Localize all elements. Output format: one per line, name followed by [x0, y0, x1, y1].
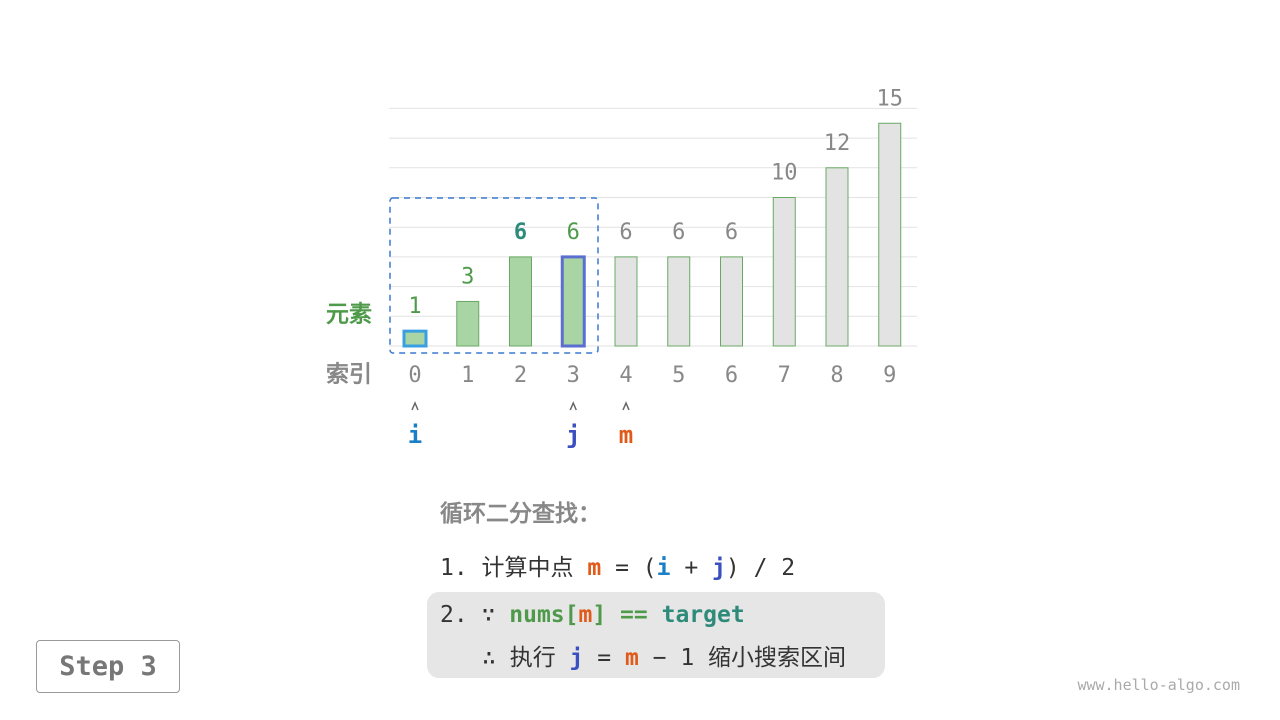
text-part: ) / 2 [725, 555, 796, 581]
bar [509, 256, 532, 347]
index-label: 6 [725, 363, 738, 388]
text-part: j [569, 645, 584, 671]
text-part: target [661, 602, 745, 628]
text-part: i [656, 555, 671, 581]
value-label: 12 [824, 131, 851, 156]
text-part: ] == [592, 602, 662, 628]
index-label: 4 [619, 363, 632, 388]
index-label: 2 [514, 363, 527, 388]
text-part: − 1 缩小搜索区间 [638, 645, 847, 671]
text-part: j [712, 555, 726, 581]
step-button[interactable]: Step 3 [36, 640, 180, 693]
bar [772, 197, 796, 347]
text-part: + [670, 555, 713, 581]
index-label: 5 [672, 363, 685, 388]
value-label: 6 [725, 220, 738, 245]
bar [825, 167, 849, 347]
bar [614, 256, 638, 347]
steps-title: 循环二分查找： [440, 501, 601, 527]
value-label: 15 [877, 86, 904, 111]
pointer-arrow [622, 401, 630, 411]
index-label: 7 [778, 363, 791, 388]
text-part: 2. ∵ [440, 602, 510, 628]
bar [456, 300, 480, 347]
text-part: ∴ 执行 [482, 645, 570, 671]
index-label: 9 [883, 363, 896, 388]
index-label: 0 [408, 363, 421, 388]
text-part: m [624, 645, 639, 671]
value-label: 6 [619, 220, 632, 245]
value-label: 6 [672, 220, 685, 245]
text-part: = ( [601, 555, 657, 581]
bar [667, 256, 691, 347]
index-label: 8 [830, 363, 843, 388]
text-part: m [578, 602, 593, 628]
pointer-arrow [411, 401, 419, 411]
indices-label: 索引 [326, 362, 372, 388]
text-part: m [587, 555, 602, 581]
step-line: ∴ 执行 j = m − 1 缩小搜索区间 [482, 638, 846, 672]
bar [402, 329, 428, 348]
text-part: = [583, 645, 625, 671]
pointer-name: j [566, 421, 580, 449]
text-part: 1. 计算中点 [440, 555, 588, 581]
step-line: 1. 计算中点 m = (i + j) / 2 [440, 548, 795, 582]
values-label: 元素 [326, 301, 372, 328]
search-range [389, 197, 599, 354]
index-label: 1 [461, 363, 474, 388]
value-label: 6 [514, 220, 527, 245]
bar [720, 256, 743, 347]
value-label: 1 [408, 294, 421, 319]
watermark: www.hello-algo.com [1077, 676, 1240, 694]
text-part: nums[ [509, 602, 579, 628]
value-label: 3 [461, 264, 474, 289]
highlight-box [427, 592, 885, 678]
value-label: 10 [771, 161, 798, 186]
value-label: 6 [567, 220, 580, 245]
bar [560, 255, 586, 348]
step-line: 2. ∵ nums[m] == target [440, 602, 745, 628]
pointer-arrow [569, 401, 577, 411]
bar [878, 122, 902, 347]
index-label: 3 [567, 363, 580, 388]
pointer-name: m [619, 421, 633, 449]
pointer-name: i [408, 421, 422, 449]
